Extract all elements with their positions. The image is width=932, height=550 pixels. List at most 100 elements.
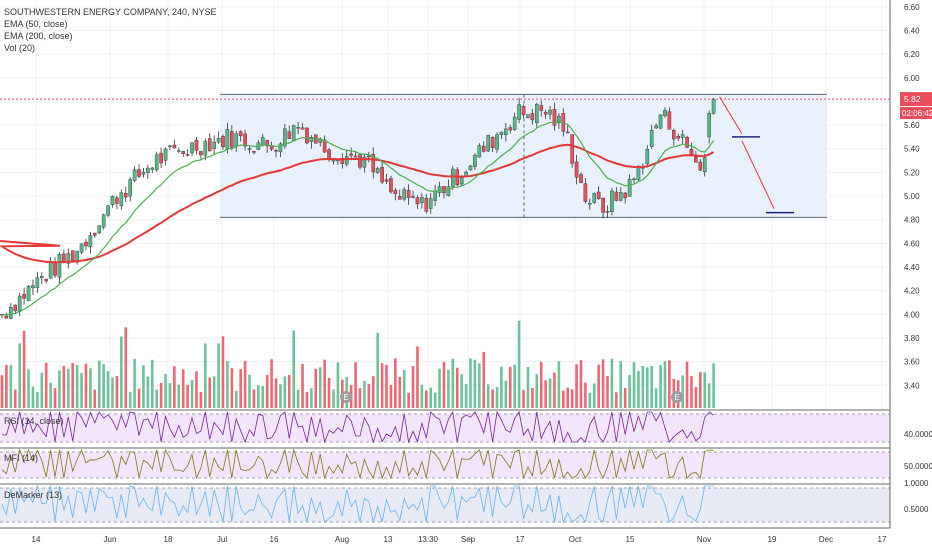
price-tick-label: 4.00 [904, 310, 920, 319]
candle-body [287, 131, 292, 139]
candle-body [26, 286, 31, 302]
candle-body [459, 177, 464, 185]
candle-body [658, 114, 663, 129]
volume-bar [18, 343, 21, 408]
candle-body [146, 167, 150, 173]
candle-body [247, 148, 252, 150]
candle-body [517, 104, 521, 120]
volume-bar [376, 332, 379, 408]
volume-bar [314, 368, 318, 408]
volume-bar [5, 364, 8, 408]
volume-bar [575, 364, 578, 408]
candle-body [13, 304, 18, 312]
candle-body [552, 109, 557, 126]
volume-bar [248, 374, 251, 408]
time-tick-label: Nov [697, 535, 711, 544]
time-tick-label: Sep [461, 535, 476, 544]
volume-bar [460, 374, 463, 408]
volume-bar [371, 376, 375, 408]
candle-body [128, 179, 132, 197]
candle-body [84, 242, 88, 247]
candle-body [415, 197, 420, 205]
volume-bar [522, 389, 525, 408]
volume-bar [367, 383, 371, 408]
volume-bar [336, 362, 340, 408]
volume-bar [226, 360, 229, 408]
candle-body [420, 197, 424, 203]
volume-bar [283, 376, 287, 408]
candle-body [252, 151, 256, 153]
candle-body [543, 111, 548, 115]
volume-bar [553, 372, 556, 408]
countdown-label: 02:06:42 [902, 109, 932, 118]
candle-body [9, 307, 13, 319]
candle-body [481, 145, 486, 152]
projection-arrow-2 [741, 140, 775, 209]
candle-body [309, 137, 314, 142]
earnings-marker-label: E [674, 393, 679, 402]
candle-body [322, 139, 327, 153]
volume-bar [473, 359, 477, 408]
time-tick-label: 13:30 [418, 535, 439, 544]
candle-body [565, 131, 570, 134]
candle-body [397, 196, 402, 200]
volume-bar [44, 362, 48, 408]
candle-body [203, 141, 208, 156]
candle-body [680, 134, 685, 138]
mfi-tick-label: 50.0000 [904, 462, 932, 471]
volume-bar [128, 391, 132, 408]
volume-bar [570, 389, 574, 408]
volume-bar [592, 383, 596, 408]
candle-body [234, 133, 239, 147]
candle-body [592, 193, 597, 203]
volume-bar [279, 384, 282, 408]
mfi-pane-fill [0, 452, 890, 478]
candle-body [512, 116, 517, 130]
volume-bar [429, 387, 433, 408]
candle-body [618, 192, 623, 201]
candle-body [163, 148, 168, 161]
candle-body [115, 197, 119, 204]
volume-bar [601, 359, 605, 408]
candle-body [371, 153, 376, 173]
ema50-legend: EMA (50, close) [4, 19, 68, 29]
candle-body [110, 195, 115, 205]
volume-bar [66, 368, 70, 408]
ema50-line [1, 121, 715, 316]
candle-body [132, 169, 137, 181]
candle-body [601, 198, 605, 213]
candle-body [583, 183, 588, 202]
projection-arrow-1 [719, 96, 743, 135]
candle-body [207, 138, 212, 152]
volume-bar [243, 360, 247, 408]
volume-bar [102, 364, 105, 408]
volume-bar [31, 386, 35, 408]
rsi-tick-label: 40.0000 [904, 430, 932, 439]
candle-body [106, 205, 110, 216]
candle-body [62, 253, 66, 263]
volume-bar [407, 392, 410, 408]
volume-bar [93, 389, 97, 408]
volume-bar [173, 366, 176, 408]
volume-bar [239, 369, 242, 408]
volume-bar [181, 369, 185, 408]
candle-body [433, 190, 437, 201]
candle-body [389, 178, 393, 193]
candle-body [269, 145, 274, 150]
candle-body [596, 191, 601, 199]
candle-body [424, 197, 429, 212]
price-tick-label: 4.60 [904, 239, 920, 248]
volume-bar [712, 363, 715, 408]
volume-bar [40, 372, 44, 408]
volume-bar [699, 372, 702, 408]
candle-body [305, 127, 309, 144]
volume-bar [257, 385, 260, 408]
time-tick-label: 18 [164, 535, 173, 544]
ema200-line [0, 143, 715, 264]
volume-bar [150, 359, 154, 408]
volume-bar [548, 378, 552, 408]
candle-body [473, 154, 477, 167]
volume-bar [9, 365, 13, 408]
price-tick-label: 4.40 [904, 263, 920, 272]
